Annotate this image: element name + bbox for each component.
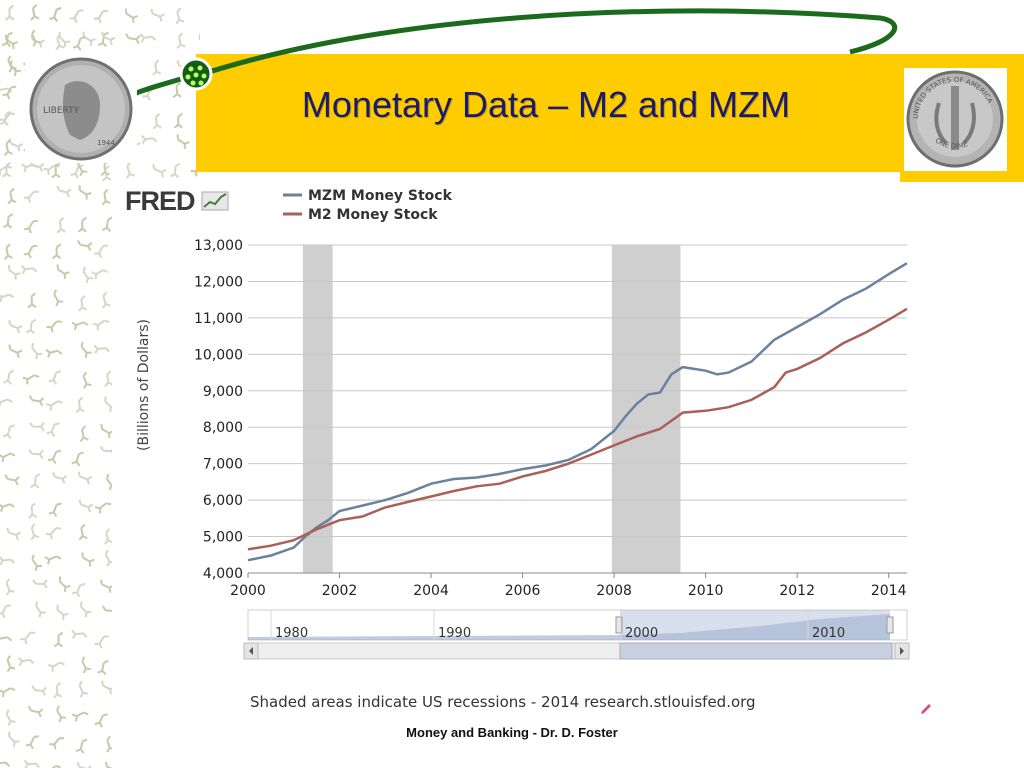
chevron-right-icon [900,647,904,655]
chart-grid [248,244,907,574]
navigator-label: 2010 [812,626,845,641]
x-tick-label: 2008 [596,583,632,599]
x-tick-label: 2002 [322,583,358,599]
x-tick-label: 2006 [505,583,541,599]
navigator-handle-left [615,616,623,634]
y-tick-label: 13,000 [194,238,243,254]
range-navigator[interactable]: 1980 1990 2000 2010 [243,609,910,660]
x-tick-label: 2014 [871,583,907,599]
y-axis-ticks: 4,000 5,000 6,000 7,000 8,000 9,000 10,000 11,0… [194,238,243,582]
navigator-label: 2000 [625,626,658,641]
chevron-left-icon [249,647,253,655]
chart-legend: MZM Money Stock M2 Money Stock [283,188,453,223]
y-tick-label: 12,000 [194,274,243,290]
y-tick-label: 8,000 [203,420,243,436]
pencil-icon[interactable] [920,703,932,715]
slide-title: Monetary Data – M2 and MZM [301,84,791,125]
title-bar [196,54,928,172]
money-stock-chart: MZM Money Stock M2 Money Stock 4,000 5,000… [136,188,910,660]
slide-footer: Money and Banking - Dr. D. Foster [0,725,1024,740]
x-tick-label: 2012 [779,583,815,599]
x-tick-label: 2000 [230,583,266,599]
fred-logo: FRED [125,186,229,217]
m2-series-line [247,307,908,551]
recession-band [611,245,681,573]
fred-chart-icon [201,191,229,211]
navigator-selection [620,610,890,640]
y-tick-label: 9,000 [203,384,243,400]
fred-logo-text: FRED [125,186,195,216]
recession-note: Shaded areas indicate US recessions - 20… [250,693,756,711]
y-tick-label: 6,000 [203,493,243,509]
y-tick-label: 10,000 [194,347,243,363]
swoosh-decoration [118,8,898,103]
legend-label: MZM Money Stock [308,188,453,204]
navigator-label: 1990 [438,626,471,641]
recession-band [302,245,333,573]
recession-shading [302,245,681,573]
x-tick-label: 2010 [688,583,724,599]
chart-series [247,262,908,562]
navigator-scrollbar-thumb [619,642,893,660]
x-tick-label: 2004 [413,583,449,599]
footer-text: Money and Banking - Dr. D. Foster [406,725,618,740]
y-tick-label: 11,000 [194,311,243,327]
mercury-dime-coin-icon: LIBERTY 1944 [25,55,137,163]
y-axis-label: (Billions of Dollars) [136,319,152,451]
coin-left-text: LIBERTY [43,106,80,116]
mzm-series-line [247,262,908,562]
y-tick-label: 7,000 [203,457,243,473]
navigator-handle-right [886,616,894,634]
legend-label: M2 Money Stock [308,207,438,223]
y-tick-label: 5,000 [203,530,243,546]
navigator-label: 1980 [275,626,308,641]
navigator-area [248,612,890,640]
y-tick-label: 4,000 [203,566,243,582]
x-axis-ticks: 2000 2002 2004 2006 2008 2010 2012 2014 [230,573,907,599]
coin-left-year: 1944 [97,139,115,147]
dime-reverse-coin-icon: UNITED STATES OF AMERICA ONE DIME [904,68,1007,171]
